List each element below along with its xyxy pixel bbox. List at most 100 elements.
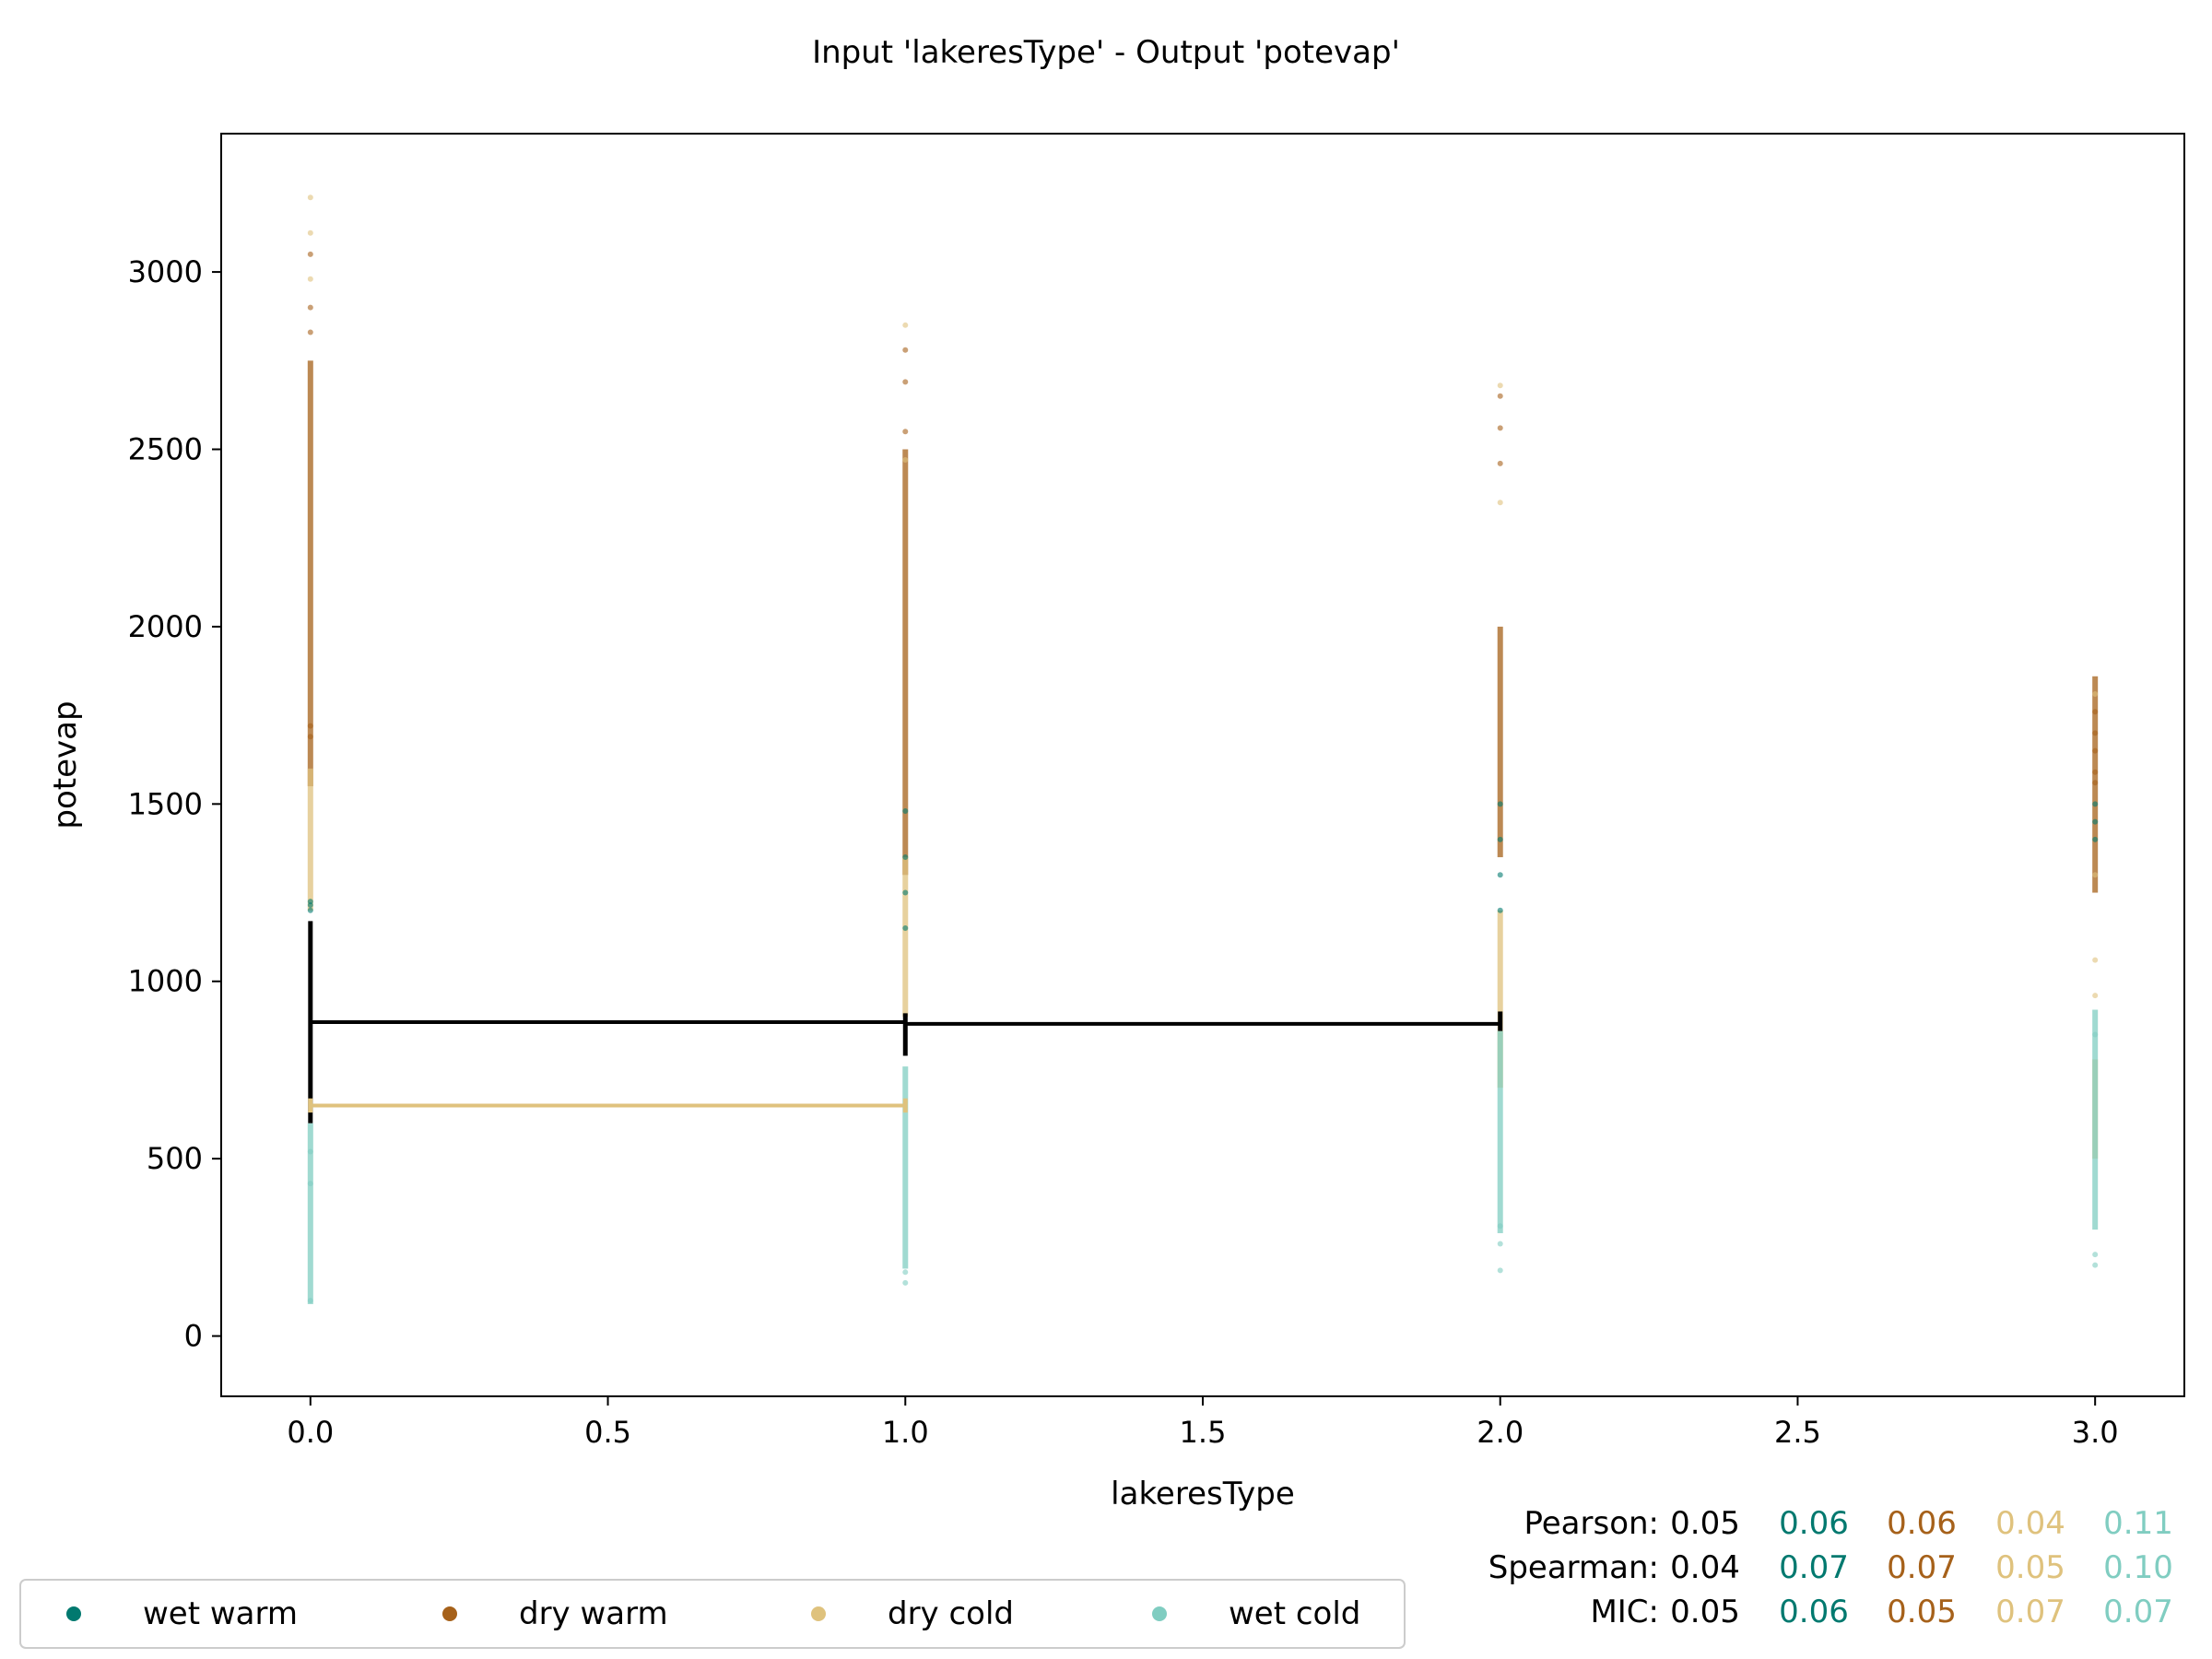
x-tick-label: 2.5	[1774, 1415, 1821, 1450]
stat-value: 0.07	[1779, 1549, 1849, 1586]
dry-cold-point	[1497, 500, 1503, 506]
plot-frame	[220, 133, 2185, 1397]
stat-value: 0.05	[1670, 1505, 1740, 1542]
dry-warm-point	[2092, 780, 2099, 786]
wet-cold-point	[307, 1148, 313, 1155]
wet-warm-point	[902, 854, 909, 861]
wet-warm-point	[1497, 801, 1503, 807]
wet-cold-point-strip	[1497, 1030, 1503, 1233]
wet-cold-point	[902, 1279, 909, 1286]
dry-warm-point	[902, 379, 909, 385]
wet-cold-point-strip	[307, 1123, 313, 1304]
wet-cold-point	[2092, 1262, 2099, 1268]
legend-label-dry-warm: dry warm	[519, 1595, 668, 1632]
dry-warm-point-strip	[902, 449, 909, 876]
dry-warm-point-strip	[307, 360, 313, 787]
dry-cold-point-strip	[307, 768, 313, 911]
stat-label: Spearman:	[1488, 1549, 1659, 1586]
legend-label-wet-warm: wet warm	[143, 1595, 298, 1632]
wet-cold-point	[2092, 1252, 2099, 1258]
dry-warm-point	[2092, 730, 2099, 736]
dry-warm-point	[307, 723, 313, 729]
wet-cold-point	[902, 1269, 909, 1276]
legend-marker-wet-cold	[1152, 1606, 1167, 1621]
dry-warm-point	[1497, 460, 1503, 466]
y-tick-label: 1000	[128, 964, 203, 999]
dry-cold-point	[2092, 957, 2099, 963]
stat-value: 0.04	[1670, 1549, 1740, 1586]
x-axis: 0.0 0.5 1.0 1.5 2.0 2.5 3.0	[287, 1396, 2119, 1450]
wet-warm-point	[2092, 801, 2099, 807]
stat-label: Pearson:	[1524, 1505, 1659, 1542]
legend-label-dry-cold: dry cold	[888, 1595, 1014, 1632]
dry-warm-point	[307, 734, 313, 740]
dry-cold-point	[307, 229, 313, 236]
wet-warm-point	[1497, 907, 1503, 913]
wet-cold-point	[1497, 1241, 1503, 1247]
dry-cold-point	[902, 322, 909, 328]
y-tick-label: 0	[184, 1319, 203, 1354]
dry-cold-point	[2092, 993, 2099, 999]
stat-value: 0.06	[1887, 1505, 1957, 1542]
dry-warm-point	[1497, 425, 1503, 431]
dry-warm-point	[307, 304, 313, 311]
wet-cold-point	[307, 1181, 313, 1187]
dry-cold-point	[307, 194, 313, 201]
y-tick-label: 2500	[128, 432, 203, 467]
wet-cold-point	[1497, 1223, 1503, 1230]
x-tick-label: 1.5	[1180, 1415, 1227, 1450]
dry-warm-point	[2092, 769, 2099, 775]
dry-cold-point	[1497, 382, 1503, 389]
dry-warm-point	[902, 347, 909, 353]
dry-cold-point-strip	[1497, 910, 1503, 1088]
wet-cold-point-strip	[902, 1066, 909, 1269]
dry-warm-point	[2092, 747, 2099, 754]
y-axis: 0 500 1000 1500 2000 2500 3000	[128, 254, 221, 1354]
wet-warm-point	[2092, 836, 2099, 842]
stat-value: 0.07	[1995, 1594, 2065, 1630]
y-tick-label: 500	[147, 1141, 203, 1176]
stat-value: 0.06	[1779, 1505, 1849, 1542]
stat-value: 0.05	[1670, 1594, 1740, 1630]
x-tick-label: 2.0	[1477, 1415, 1524, 1450]
x-tick-label: 0.5	[584, 1415, 631, 1450]
wet-warm-point	[1497, 836, 1503, 842]
x-tick-label: 0.0	[287, 1415, 334, 1450]
wet-warm-point	[2092, 818, 2099, 825]
correlation-stats: Pearson: 0.05 0.06 0.06 0.04 0.11 Spearman: 0.0…	[1488, 1505, 2173, 1630]
chart-title: Input 'lakeresType' - Output 'potevap'	[812, 34, 1400, 71]
legend-marker-dry-cold	[811, 1606, 826, 1621]
dry-cold-point-strip	[902, 857, 909, 1018]
y-tick-label: 2000	[128, 609, 203, 644]
stat-value: 0.05	[1887, 1594, 1957, 1630]
wet-cold-point	[1497, 1267, 1503, 1274]
dry-warm-point	[1497, 393, 1503, 399]
x-tick-label: 1.0	[882, 1415, 929, 1450]
stat-value: 0.07	[1887, 1549, 1957, 1586]
legend: wet warm dry warm dry cold wet cold	[19, 1579, 1406, 1649]
stat-value: 0.05	[1995, 1549, 2065, 1586]
x-axis-label: lakeresType	[1111, 1476, 1295, 1512]
dry-warm-point	[2092, 709, 2099, 715]
y-axis-label: potevap	[47, 700, 84, 829]
legend-marker-wet-warm	[66, 1606, 81, 1621]
stat-value: 0.04	[1995, 1505, 2065, 1542]
dry-cold-point	[2092, 691, 2099, 698]
wet-warm-point	[1497, 872, 1503, 878]
legend-label-wet-cold: wet cold	[1229, 1595, 1360, 1632]
y-tick-label: 3000	[128, 254, 203, 289]
stat-label: MIC:	[1590, 1594, 1659, 1630]
y-tick-label: 1500	[128, 786, 203, 821]
wet-cold-point-strip	[2092, 1009, 2099, 1230]
dry-warm-point	[307, 251, 313, 257]
wet-warm-point	[307, 899, 313, 905]
stat-value: 0.11	[2103, 1505, 2173, 1542]
legend-marker-dry-warm	[442, 1606, 457, 1621]
wet-warm-point	[902, 808, 909, 815]
dry-warm-point	[902, 429, 909, 435]
stat-value: 0.10	[2103, 1549, 2173, 1586]
dry-warm-point	[307, 329, 313, 335]
wet-warm-point	[307, 907, 313, 913]
dry-warm-point-strip	[1497, 626, 1503, 858]
